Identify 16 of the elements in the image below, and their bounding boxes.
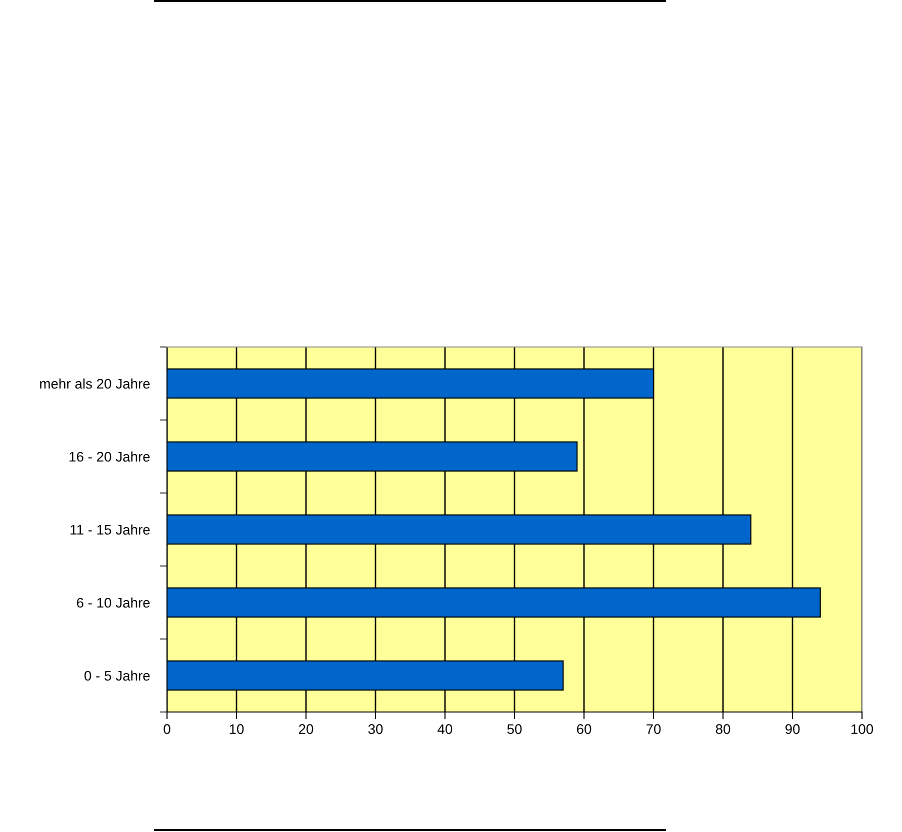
x-tick-label: 0 xyxy=(164,724,170,734)
y-tick-label: 16 - 20 Jahre xyxy=(70,451,150,462)
x-tick-label: 10 xyxy=(230,724,244,734)
y-tick-label: 11 - 15 Jahre xyxy=(70,524,150,535)
x-tick-label: 30 xyxy=(368,724,383,734)
y-tick-label: 0 - 5 Jahre xyxy=(84,670,150,681)
x-tick-label: 100 xyxy=(851,724,874,734)
x-tick-label: 70 xyxy=(646,724,661,734)
y-tick-label: 6 - 10 Jahre xyxy=(76,597,150,608)
x-tick-label: 40 xyxy=(438,724,452,734)
x-tick-label: 90 xyxy=(785,724,800,734)
x-tick-label: 80 xyxy=(716,724,730,734)
y-tick-label: mehr als 20 Jahre xyxy=(40,378,150,389)
x-tick-label: 20 xyxy=(298,724,314,734)
x-tick-label: 50 xyxy=(507,724,522,734)
x-tick-label: 60 xyxy=(576,724,592,734)
